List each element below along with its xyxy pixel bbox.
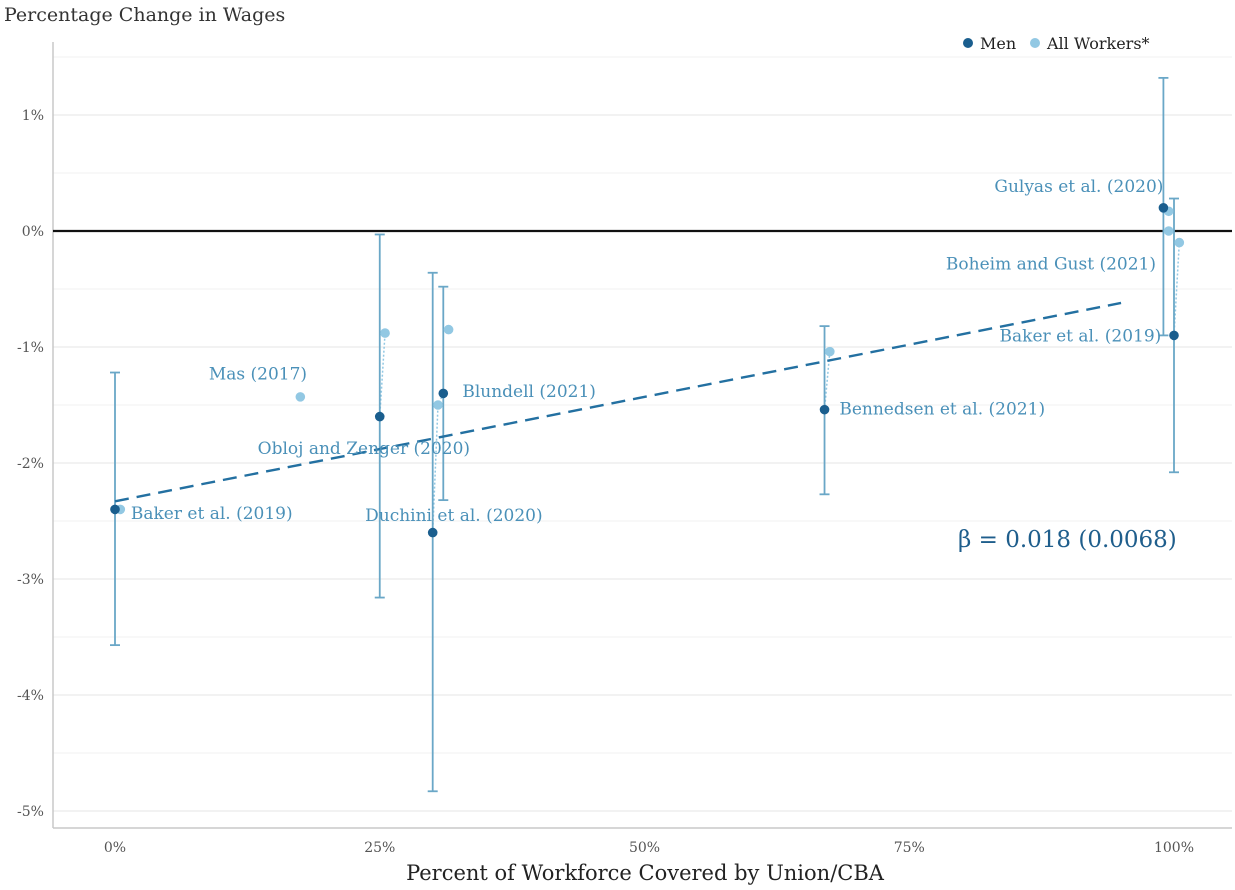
study-labels: Baker et al. (2019) Mas (2017) Obloj and Z… xyxy=(131,177,1164,526)
study-label: Obloj and Zenger (2020) xyxy=(258,439,470,459)
point-men xyxy=(438,388,449,399)
x-tick-label: 25% xyxy=(364,840,395,856)
point-all-workers xyxy=(443,324,454,335)
y-tick-label: -2% xyxy=(17,456,44,472)
x-tick-label: 0% xyxy=(104,840,126,856)
point-all-workers xyxy=(1174,237,1185,248)
point-all-workers xyxy=(1163,226,1174,236)
point-all-workers xyxy=(433,400,443,410)
point-men xyxy=(427,527,438,538)
study-label: Baker et al. (2019) xyxy=(131,504,293,524)
point-connector xyxy=(1173,242,1181,336)
legend-men-marker xyxy=(963,38,973,48)
point-all-workers xyxy=(380,328,390,338)
y-tick-label: -5% xyxy=(17,804,44,820)
x-axis-label: Percent of Workforce Covered by Union/CB… xyxy=(406,861,885,885)
legend-men-label: Men xyxy=(980,34,1016,53)
legend-all-workers-label: All Workers* xyxy=(1046,34,1150,53)
y-tick-label: -3% xyxy=(17,572,44,588)
fitted-trend-line xyxy=(114,301,1122,503)
point-men xyxy=(819,404,830,415)
legend: Men All Workers* xyxy=(963,34,1150,53)
x-tick-label: 75% xyxy=(894,840,925,856)
point-men xyxy=(374,411,385,422)
study-label: Boheim and Gust (2021) xyxy=(946,254,1156,274)
beta-annotation: β = 0.018 (0.0068) xyxy=(958,527,1177,553)
x-tick-label: 100% xyxy=(1154,840,1194,856)
study-label: Blundell (2021) xyxy=(462,382,596,402)
y-tick-label: 1% xyxy=(22,108,44,124)
y-tick-label: 0% xyxy=(22,224,44,240)
y-tick-label: -1% xyxy=(17,340,44,356)
point-men xyxy=(1158,203,1169,213)
point-all-workers xyxy=(825,346,835,357)
grid xyxy=(53,56,1232,812)
x-tick-label: 50% xyxy=(629,840,660,856)
y-tick-labels: 1% 0% -1% -2% -3% -4% -5% xyxy=(17,108,44,820)
x-tick-labels: 0% 25% 50% 75% 100% xyxy=(104,840,1194,856)
study-label: Mas (2017) xyxy=(209,365,307,385)
y-tick-label: -4% xyxy=(17,688,44,704)
study-label: Gulyas et al. (2020) xyxy=(994,177,1163,197)
point-men xyxy=(110,504,120,515)
point-men xyxy=(1169,330,1179,341)
data-points xyxy=(110,203,1185,538)
point-all-workers xyxy=(295,392,306,402)
study-label: Baker et al. (2019) xyxy=(1000,326,1162,346)
study-label: Duchini et al. (2020) xyxy=(365,506,542,526)
legend-all-workers-marker xyxy=(1030,38,1040,48)
study-label: Bennedsen et al. (2021) xyxy=(839,399,1045,419)
chart-title: Percentage Change in Wages xyxy=(4,4,285,26)
